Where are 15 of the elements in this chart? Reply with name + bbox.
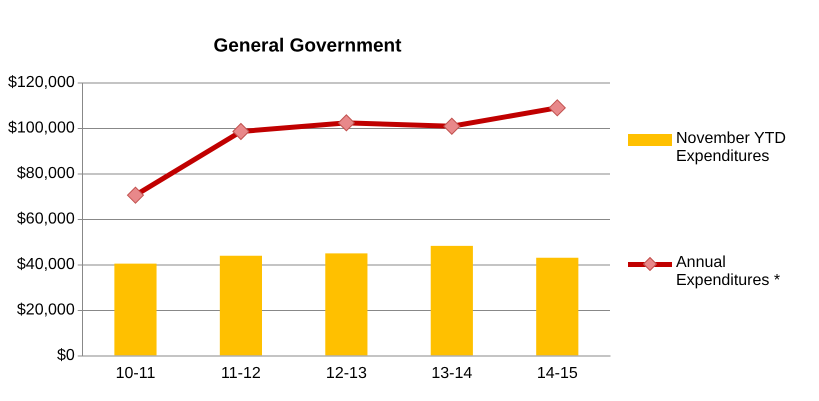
- x-tick-label: 10-11: [116, 364, 156, 382]
- chart-title: General Government: [214, 36, 402, 57]
- y-tick-label: $80,000: [16, 165, 75, 182]
- x-tick-label: 12-13: [326, 364, 367, 382]
- x-tick-label: 11-12: [221, 364, 261, 382]
- x-tick-label: 13-14: [431, 364, 472, 382]
- y-tick-label: $20,000: [16, 302, 75, 319]
- y-tick-label: $60,000: [16, 210, 75, 228]
- legend-label: November YTD Expenditures: [676, 130, 787, 166]
- x-tick-label: 14-15: [536, 364, 578, 382]
- y-tick-label: $40,000: [16, 256, 75, 274]
- y-tick-label: $120,000: [8, 74, 75, 92]
- y-tick-label: $0: [56, 347, 75, 364]
- y-tick-label: $100,000: [8, 120, 75, 137]
- legend-label: Annual Expenditures *: [676, 254, 782, 290]
